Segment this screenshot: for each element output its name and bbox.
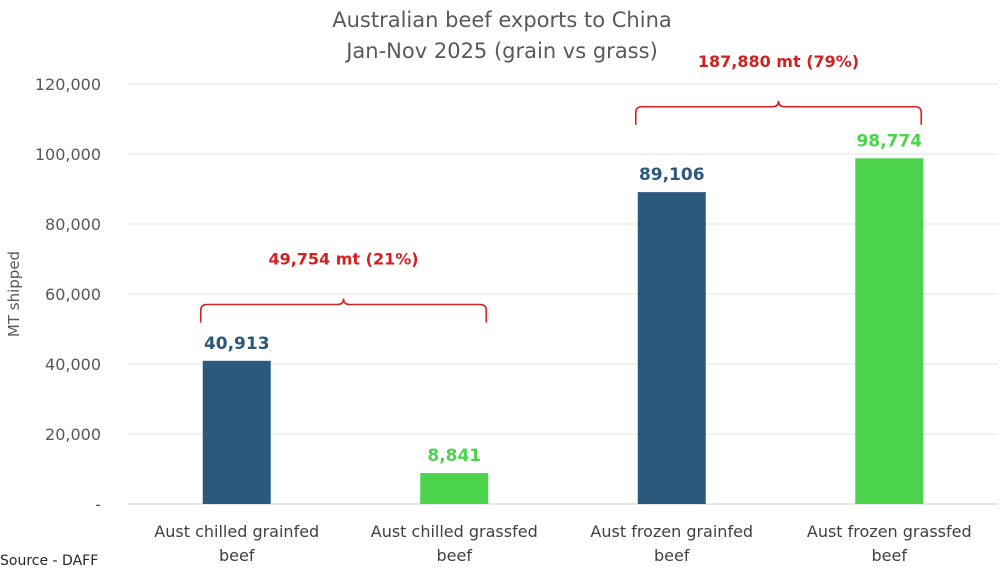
chart-title-line: Australian beef exports to China xyxy=(332,8,672,32)
x-tick-label: Aust frozen grainfed xyxy=(590,522,753,541)
x-tick-label: Aust frozen grassfed xyxy=(807,522,972,541)
y-tick-label: 80,000 xyxy=(45,215,101,234)
y-tick-label: 120,000 xyxy=(35,75,101,94)
x-tick-label: Aust chilled grainfed xyxy=(154,522,319,541)
y-tick-label: 100,000 xyxy=(35,145,101,164)
data-label: 40,913 xyxy=(204,334,270,354)
y-tick-label: - xyxy=(95,495,101,514)
x-tick-label: beef xyxy=(872,546,908,565)
x-tick-label: beef xyxy=(437,546,473,565)
data-label: 98,774 xyxy=(856,131,922,151)
bar xyxy=(202,360,271,504)
y-tick-label: 60,000 xyxy=(45,285,101,304)
x-tick-label: beef xyxy=(654,546,690,565)
bar xyxy=(420,473,489,504)
annotation-brace xyxy=(634,100,923,125)
bar xyxy=(637,192,706,504)
y-tick-label: 20,000 xyxy=(45,425,101,444)
annotation-label: 49,754 mt (21%) xyxy=(268,250,418,269)
y-tick-label: 40,000 xyxy=(45,355,101,374)
y-axis-label: MT shipped xyxy=(5,251,23,337)
data-label: 8,841 xyxy=(427,446,481,466)
data-label: 89,106 xyxy=(639,165,705,185)
source-note: Source - DAFF xyxy=(0,553,98,569)
bar xyxy=(855,158,924,504)
annotation-brace xyxy=(199,298,488,323)
annotation-label: 187,880 mt (79%) xyxy=(698,52,859,71)
chart-title-line: Jan-Nov 2025 (grain vs grass) xyxy=(344,39,658,63)
x-tick-label: Aust chilled grassfed xyxy=(371,522,538,541)
x-tick-label: beef xyxy=(219,546,255,565)
